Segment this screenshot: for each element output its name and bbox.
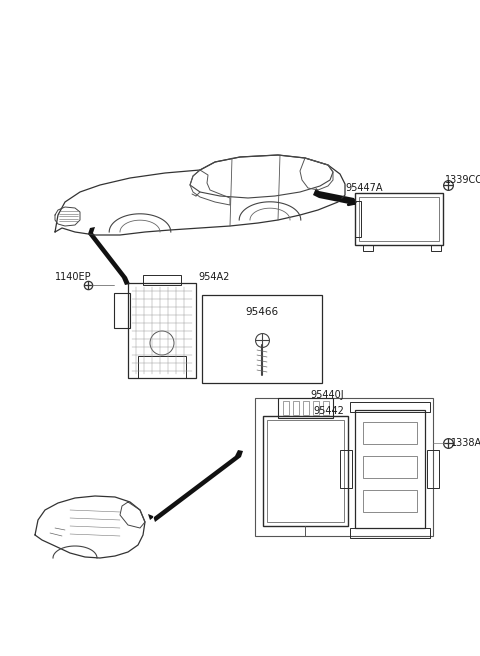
Bar <box>138 356 186 378</box>
Bar <box>267 420 344 522</box>
Bar <box>350 528 430 538</box>
Bar <box>323 401 329 415</box>
Bar <box>128 283 196 378</box>
Bar <box>340 450 352 488</box>
Bar <box>263 416 348 526</box>
Bar <box>355 410 425 528</box>
Bar <box>350 402 430 412</box>
Bar <box>355 201 361 237</box>
Bar <box>202 295 322 383</box>
Text: 95466: 95466 <box>245 307 278 317</box>
Bar <box>363 245 373 251</box>
Text: 1140EP: 1140EP <box>55 272 92 282</box>
Text: 95442: 95442 <box>313 406 344 416</box>
Bar <box>363 422 417 444</box>
Polygon shape <box>313 188 357 205</box>
Text: 954A2: 954A2 <box>198 272 229 282</box>
Bar <box>255 398 433 536</box>
Bar <box>431 245 441 251</box>
Bar <box>363 490 417 512</box>
Bar <box>313 401 319 415</box>
Bar <box>143 275 181 285</box>
Bar <box>363 456 417 478</box>
Text: 95440J: 95440J <box>310 390 344 400</box>
Bar <box>355 193 443 245</box>
Bar <box>278 398 333 418</box>
Text: 95447A: 95447A <box>345 183 383 193</box>
Polygon shape <box>88 227 130 285</box>
Bar <box>114 293 130 328</box>
Bar <box>359 197 439 241</box>
Bar <box>303 401 309 415</box>
Text: 1339CC: 1339CC <box>445 175 480 185</box>
Bar <box>427 450 439 488</box>
Bar <box>283 401 289 415</box>
Bar <box>293 401 299 415</box>
Polygon shape <box>148 450 243 522</box>
Text: 1338AC: 1338AC <box>451 438 480 448</box>
